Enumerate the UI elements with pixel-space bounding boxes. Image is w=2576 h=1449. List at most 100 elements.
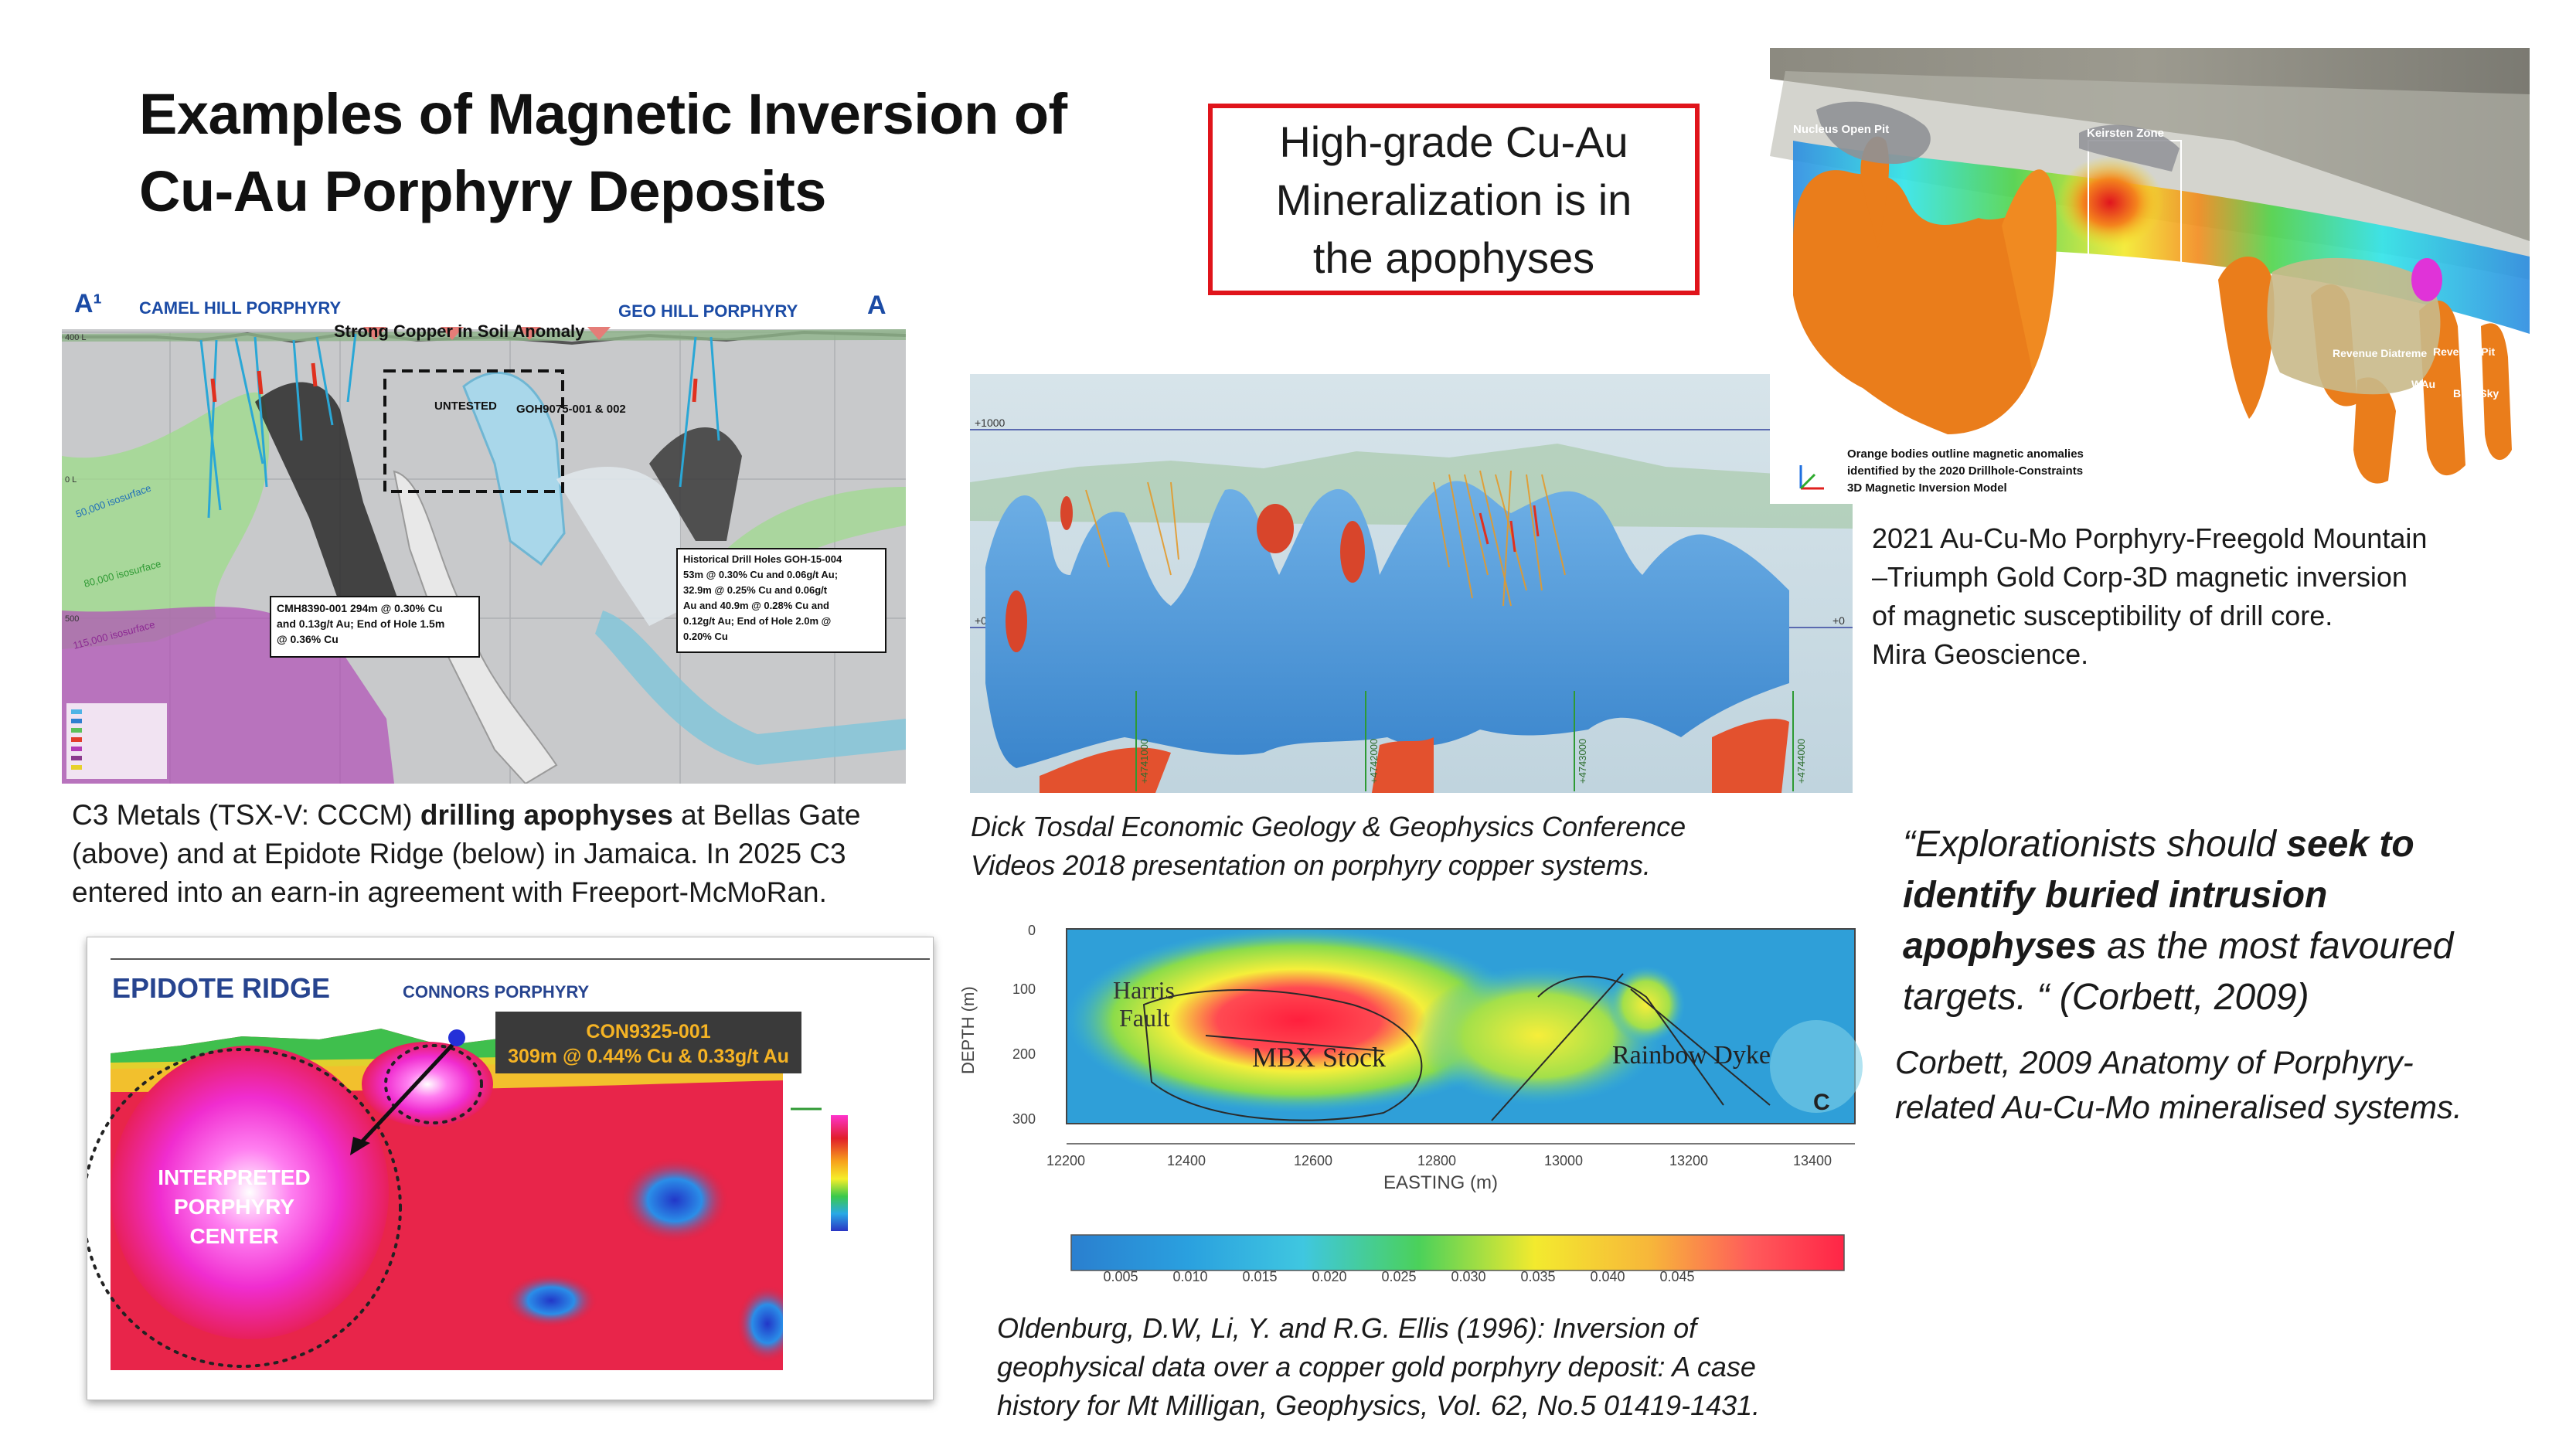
milligan-x-tick-2: 12400 xyxy=(1167,1153,1206,1168)
oldenburg-caption-line-3: history for Mt Milligan, Geophysics, Vol… xyxy=(997,1389,1761,1421)
callout-box: High-grade Cu-Au Mineralization is in th… xyxy=(1208,104,1700,295)
box1-line-2: and 0.13g/t Au; End of Hole 1.5m xyxy=(277,617,444,630)
label-a1: A¹ xyxy=(74,289,102,318)
title-line-1: Examples of Magnetic Inversion of xyxy=(139,82,1067,146)
box2-line-4: Au and 40.9m @ 0.28% Cu and xyxy=(683,600,829,611)
milligan-x-tick-5: 13000 xyxy=(1544,1153,1583,1168)
c3-caption-line-3: entered into an earn-in agreement with F… xyxy=(72,876,827,908)
box2-line-3: 32.9m @ 0.25% Cu and 0.06g/t xyxy=(683,584,828,596)
box2-line-1: Historical Drill Holes GOH-15-004 xyxy=(683,553,842,565)
epidote-title: EPIDOTE RIDGE xyxy=(112,972,330,1004)
freegold-caption: 2021 Au-Cu-Mo Porphyry-Freegold Mountain… xyxy=(1872,519,2552,674)
callout-line-2: Mineralization is in xyxy=(1275,175,1632,224)
box1-line-3: @ 0.36% Cu xyxy=(277,633,339,645)
oldenburg-caption-line-2: geophysical data over a copper gold porp… xyxy=(997,1351,1756,1383)
oldenburg-caption-line-1: Oldenburg, D.W, Li, Y. and R.G. Ellis (1… xyxy=(997,1312,1697,1344)
rainbow-dyke-label: Rainbow Dyke xyxy=(1612,1041,1771,1070)
milligan-color-scale xyxy=(1070,1234,1845,1271)
harris-label: Harris xyxy=(1113,976,1175,1004)
tosdal-x-tick-4: +4744000 xyxy=(1795,739,1807,784)
soil-anomaly-label: Strong Copper in Soil Anomaly xyxy=(334,321,585,341)
blue-sky-label: Blue Sky xyxy=(2453,387,2499,400)
center-line-1: INTERPRETED xyxy=(158,1165,311,1189)
tosdal-tick-right: +0 xyxy=(1832,614,1845,627)
tosdal-x-tick-1: +4741000 xyxy=(1138,739,1150,784)
goh-label: GOH9075-001 & 002 xyxy=(516,403,626,416)
corbett-line-1: Corbett, 2009 Anatomy of Porphyry- xyxy=(1895,1044,2414,1080)
scale-tick-4: 0.020 xyxy=(1312,1269,1346,1283)
freegold-legend-1: Orange bodies outline magnetic anomalies xyxy=(1847,447,2084,461)
tosdal-caption: Dick Tosdal Economic Geology & Geophysic… xyxy=(971,808,1836,885)
camel-hill-label: CAMEL HILL PORPHYRY xyxy=(139,298,342,318)
depth-0: 0 L xyxy=(65,475,77,485)
freegold-caption-line-2: –Triumph Gold Corp-3D magnetic inversion xyxy=(1872,561,2408,593)
milligan-x-tick-7: 13400 xyxy=(1793,1153,1832,1168)
callout-line-3: the apophyses xyxy=(1312,233,1595,282)
milligan-x-tick-1: 12200 xyxy=(1046,1153,1085,1168)
milligan-y-tick-0: 0 xyxy=(1028,923,1036,938)
label-a: A xyxy=(867,291,886,320)
freegold-caption-line-3: of magnetic susceptibility of drill core… xyxy=(1872,600,2333,631)
scale-tick-7: 0.035 xyxy=(1520,1269,1555,1283)
center-line-3: CENTER xyxy=(189,1224,278,1248)
revenue-diatreme-label: Revenue Diatreme xyxy=(2333,347,2427,359)
depth-400: 400 L xyxy=(65,333,87,342)
fault-label: Fault xyxy=(1119,1004,1170,1032)
depth-500: 500 xyxy=(65,614,79,624)
tosdal-x-tick-2: +4742000 xyxy=(1368,739,1380,784)
freegold-caption-line-1: 2021 Au-Cu-Mo Porphyry-Freegold Mountain xyxy=(1872,522,2428,554)
quote-bold-1: seek to xyxy=(2286,824,2414,865)
mbx-stock-label: MBX Stock xyxy=(1252,1042,1386,1073)
milligan-x-label: EASTING (m) xyxy=(1383,1172,1498,1193)
tosdal-caption-line-1: Dick Tosdal Economic Geology & Geophysic… xyxy=(971,811,1686,842)
box2-line-5: 0.12g/t Au; End of Hole 2.0m @ xyxy=(683,615,831,627)
corbett-reference: Corbett, 2009 Anatomy of Porphyry- relat… xyxy=(1895,1040,2560,1130)
center-line-2: PORPHYRY xyxy=(174,1195,294,1219)
camel-hill-section-figure: A¹ CAMEL HILL PORPHYRY GEO HILL PORPHYRY… xyxy=(62,286,906,784)
quote-line-3: as the most favoured xyxy=(2096,926,2454,967)
quote-line-4: targets. “ (Corbett, 2009) xyxy=(1903,977,2309,1018)
box2-line-2: 53m @ 0.30% Cu and 0.06g/t Au; xyxy=(683,569,838,580)
corbett-quote: “Explorationists should seek to identify… xyxy=(1903,819,2552,1023)
scale-tick-1: 0.005 xyxy=(1103,1269,1138,1283)
tosdal-x-tick-3: +4743000 xyxy=(1577,739,1588,784)
milligan-y-label: DEPTH (m) xyxy=(958,986,978,1074)
c3-caption-line-2: (above) and at Epidote Ridge (below) in … xyxy=(72,838,846,869)
freegold-caption-line-4: Mira Geoscience. xyxy=(1872,638,2089,670)
freegold-3d-figure: Nucleus Open Pit Keirsten Zone Revenue D… xyxy=(1770,48,2530,504)
milligan-x-tick-3: 12600 xyxy=(1294,1153,1332,1168)
milligan-x-tick-4: 12800 xyxy=(1417,1153,1456,1168)
tosdal-tick-top: +1000 xyxy=(975,417,1006,429)
milligan-y-tick-200: 200 xyxy=(1012,1046,1036,1062)
untested-label: UNTESTED xyxy=(434,400,497,413)
milligan-x-tick-6: 13200 xyxy=(1669,1153,1708,1168)
quote-bold-3: apophyses xyxy=(1903,926,2097,967)
tosdal-tick-mid: +0 xyxy=(975,614,987,627)
c3-caption: C3 Metals (TSX-V: CCCM) drilling apophys… xyxy=(72,796,938,912)
geo-hill-label: GEO HILL PORPHYRY xyxy=(618,301,798,321)
title-line-2: Cu-Au Porphyry Deposits xyxy=(139,159,826,223)
scale-tick-6: 0.030 xyxy=(1451,1269,1485,1283)
freegold-legend-3: 3D Magnetic Inversion Model xyxy=(1847,481,2007,495)
keirsten-label: Keirsten Zone xyxy=(2087,127,2164,140)
epidote-hole: CON9325-001 xyxy=(586,1021,710,1043)
scale-tick-2: 0.010 xyxy=(1172,1269,1207,1283)
epidote-subtitle: CONNORS PORPHYRY xyxy=(403,982,590,1002)
oldenburg-caption: Oldenburg, D.W, Li, Y. and R.G. Ellis (1… xyxy=(997,1309,1924,1425)
mt-milligan-inversion-figure: Harris Fault MBX Stock Rainbow Dyke C DE… xyxy=(951,912,1894,1283)
tosdal-caption-line-2: Videos 2018 presentation on porphyry cop… xyxy=(971,849,1651,881)
milligan-y-tick-100: 100 xyxy=(1012,981,1036,997)
panel-letter: C xyxy=(1813,1090,1830,1115)
axes-icon xyxy=(1799,465,1824,490)
tosdal-3d-section-figure: +1000 +0 +0 +4741000 +4742000 +4743000 xyxy=(970,374,1853,793)
wau-label: WAu xyxy=(2411,378,2435,390)
corbett-line-2: related Au-Cu-Mo mineralised systems. xyxy=(1895,1089,2462,1125)
milligan-y-tick-300: 300 xyxy=(1012,1111,1036,1127)
revenue-pit-label: Revenue Pit xyxy=(2433,345,2495,358)
freegold-legend-2: identified by the 2020 Drillhole-Constra… xyxy=(1847,464,2083,478)
quote-bold-2: identify buried intrusion xyxy=(1903,875,2328,916)
scale-tick-9: 0.045 xyxy=(1659,1269,1694,1283)
c3-caption-bold: drilling apophyses xyxy=(420,799,673,831)
epidote-ridge-figure: EPIDOTE RIDGE CONNORS PORPHYRY CON9325-0… xyxy=(87,937,934,1400)
epidote-intercept: 309m @ 0.44% Cu & 0.33g/t Au xyxy=(508,1046,789,1067)
